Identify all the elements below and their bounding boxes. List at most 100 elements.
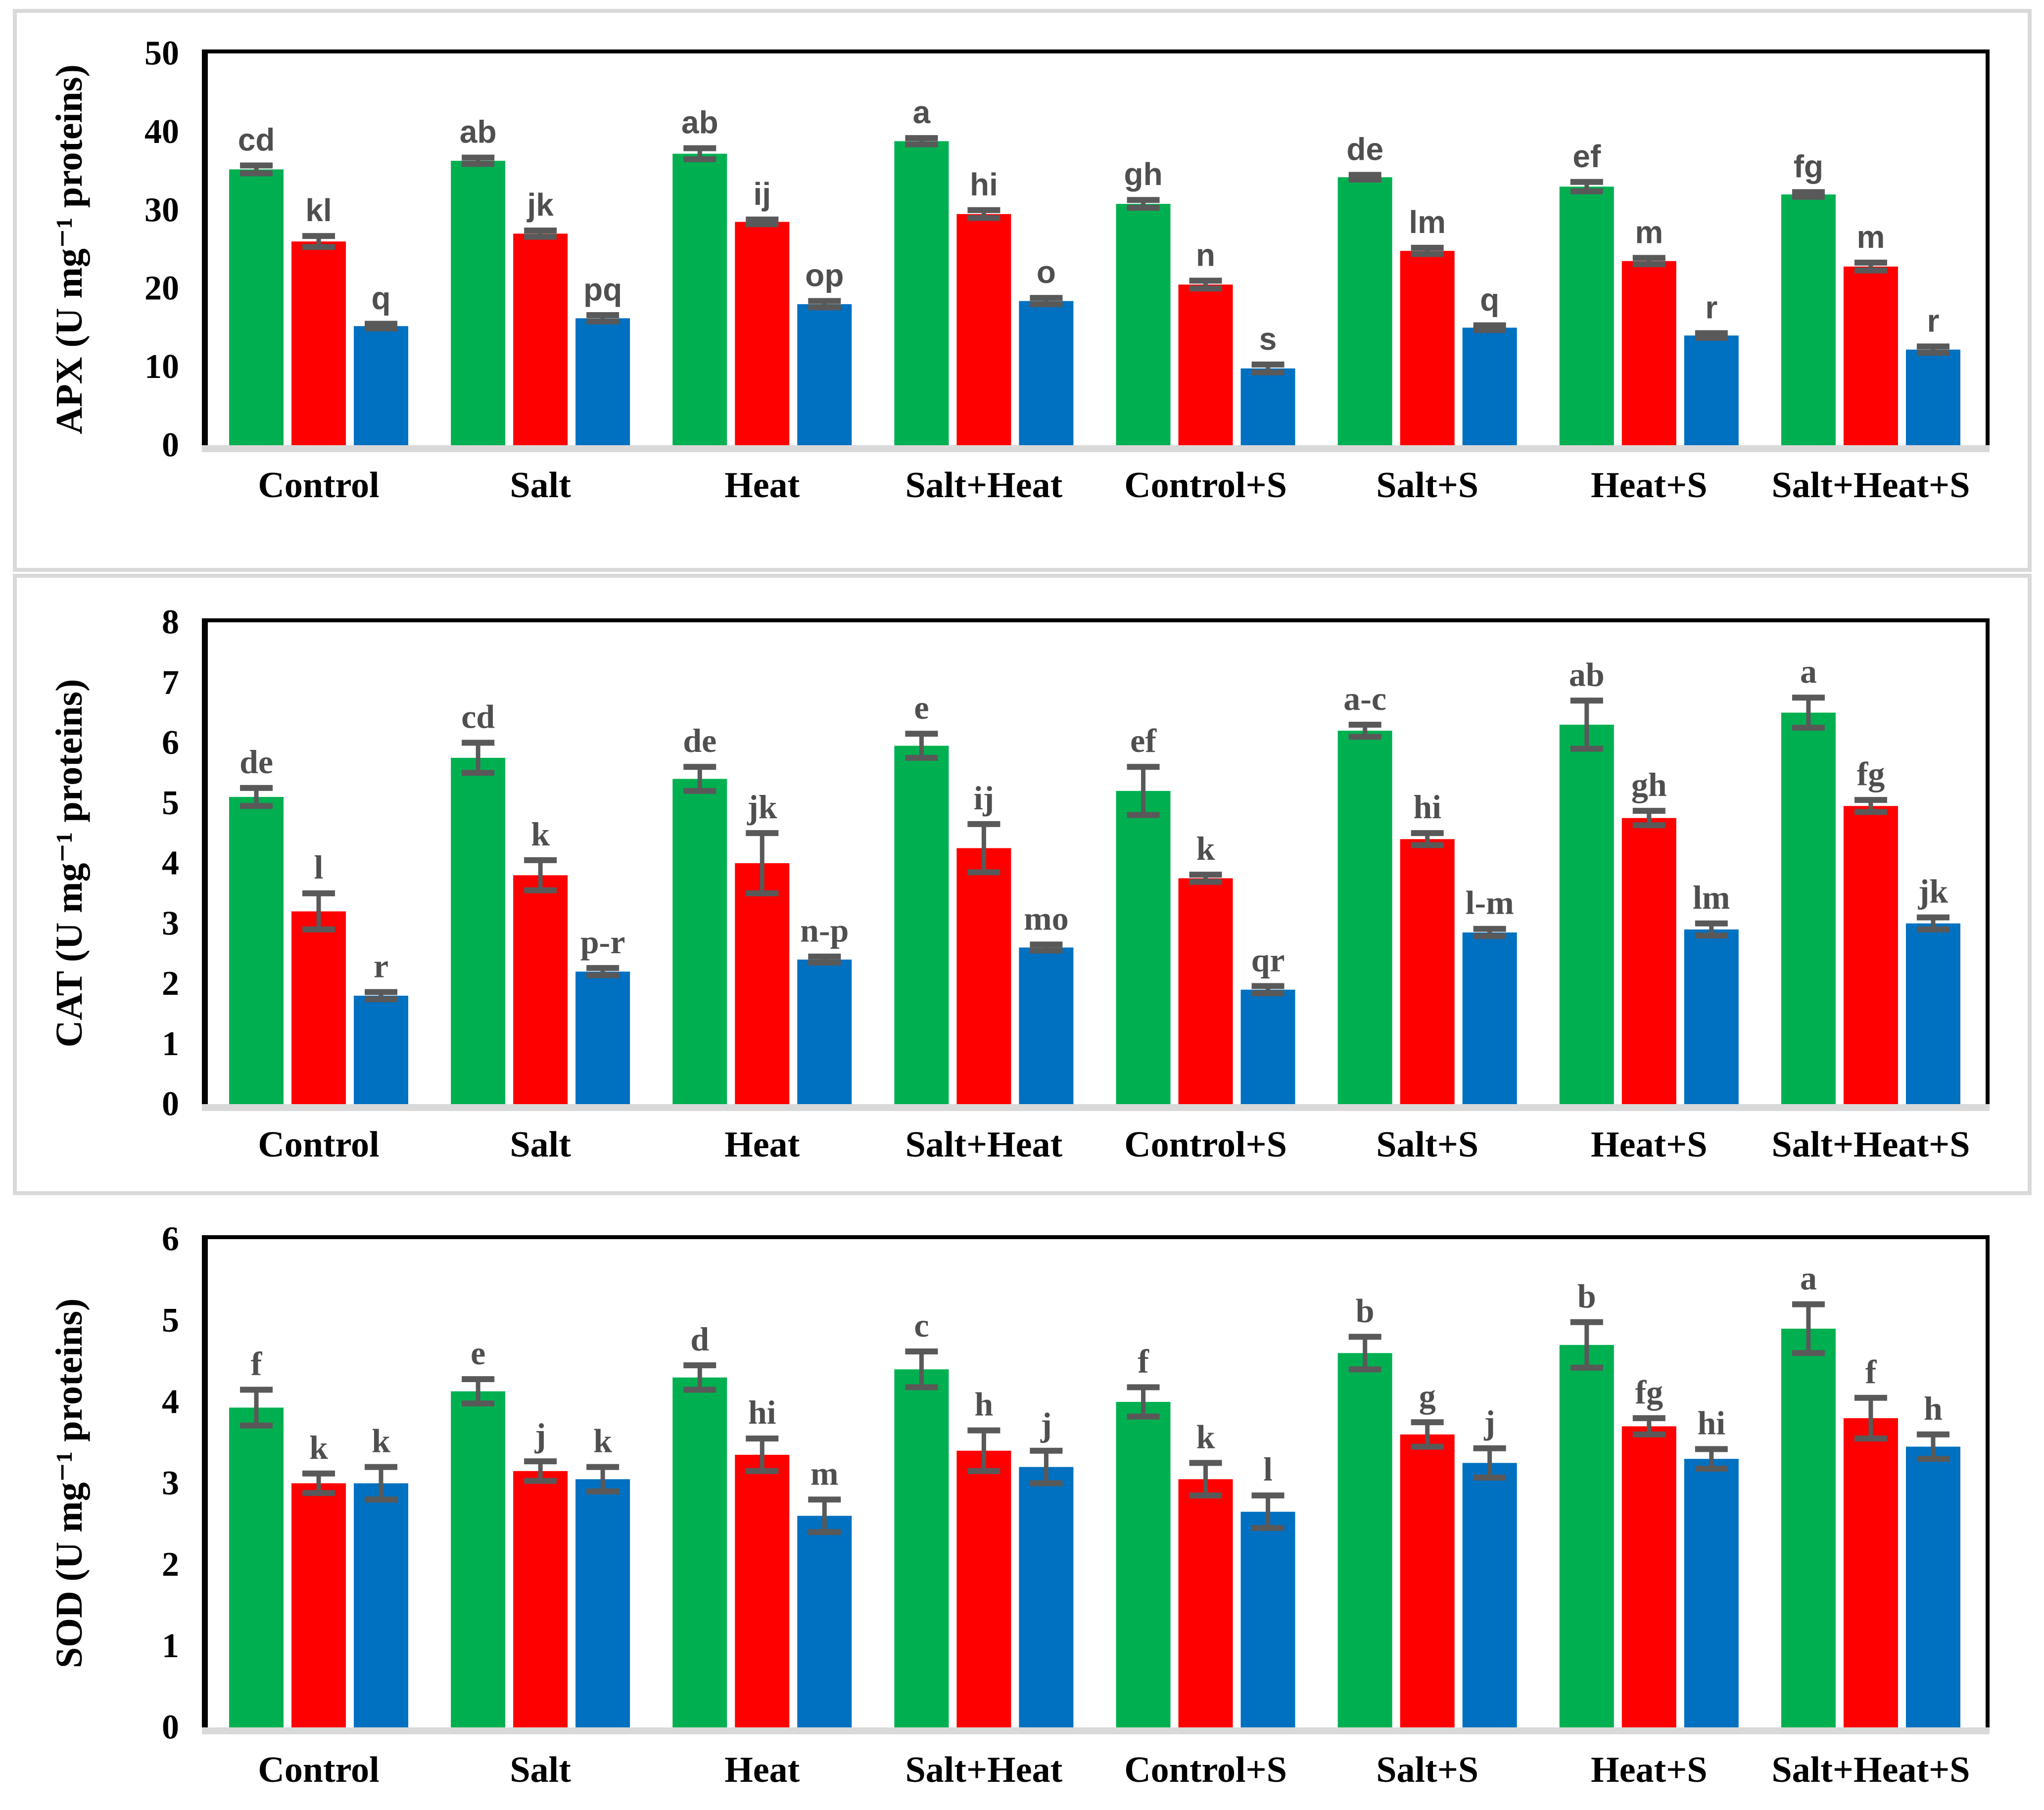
- significance-letter: a-c: [1343, 680, 1386, 717]
- y-axis-title: SOD (U mg⁻¹ proteins): [48, 1299, 90, 1669]
- significance-letter: n-p: [800, 912, 849, 949]
- significance-letter: ab: [681, 105, 718, 140]
- category-label: Control: [258, 1750, 379, 1790]
- category-label: Heat+S: [1591, 1750, 1707, 1790]
- significance-letter: op: [805, 258, 844, 293]
- significance-letter: k: [309, 1429, 328, 1466]
- plot-top-border: [202, 618, 1990, 622]
- significance-letter: j: [534, 1416, 546, 1454]
- y-tick-label: 0: [162, 1709, 179, 1747]
- x-axis-line: [202, 445, 1990, 452]
- significance-letter: kl: [305, 192, 332, 228]
- category-label: Salt+Heat+S: [1771, 1124, 1970, 1165]
- bar-red: [956, 214, 1011, 445]
- bar-red: [513, 875, 568, 1104]
- category-label: Heat: [724, 1750, 800, 1790]
- bar-blue: [1019, 1467, 1074, 1727]
- y-tick-label: 6: [162, 1220, 179, 1258]
- significance-letter: k: [593, 1422, 612, 1460]
- y-tick-label: 20: [144, 270, 179, 308]
- significance-letter: m: [1856, 219, 1885, 255]
- significance-letter: n: [1196, 237, 1215, 273]
- significance-letter: q: [372, 280, 391, 316]
- bar-red: [291, 1483, 346, 1727]
- y-tick-label: 30: [144, 191, 179, 229]
- bar-green: [1116, 1402, 1171, 1727]
- bar-blue: [797, 304, 852, 445]
- significance-letter: mo: [1024, 899, 1069, 937]
- significance-letter: b: [1577, 1277, 1596, 1315]
- bar-green: [1559, 186, 1614, 445]
- y-tick-label: 3: [162, 1464, 179, 1502]
- category-label: Salt+Heat+S: [1771, 1750, 1970, 1790]
- bar-red: [1400, 251, 1455, 445]
- significance-letter: ab: [1569, 655, 1605, 693]
- bar-green: [1337, 177, 1392, 446]
- bar-blue: [354, 326, 409, 445]
- bar-red: [1400, 839, 1455, 1104]
- significance-letter: gh: [1124, 156, 1162, 192]
- bar-red: [1843, 1418, 1898, 1727]
- y-tick-label: 6: [162, 724, 179, 762]
- bar-red: [1843, 266, 1898, 445]
- bar-green: [229, 1407, 284, 1727]
- bar-green: [451, 1391, 506, 1727]
- significance-letter: de: [1346, 132, 1383, 167]
- significance-letter: cd: [238, 122, 275, 158]
- significance-letter: pq: [583, 272, 622, 307]
- bar-green: [672, 1377, 727, 1727]
- bar-green: [1116, 790, 1171, 1104]
- y-axis-line: [202, 618, 208, 1104]
- category-label: Heat: [724, 1124, 800, 1165]
- category-label: Salt+S: [1376, 1124, 1478, 1165]
- bar-green: [1337, 731, 1392, 1104]
- bar-red: [1178, 878, 1233, 1104]
- category-label: Salt+S: [1376, 1750, 1478, 1790]
- significance-letter: fg: [1635, 1373, 1663, 1411]
- significance-letter: q: [1480, 282, 1499, 318]
- category-label: Salt: [510, 465, 571, 506]
- bar-green: [1559, 724, 1614, 1104]
- significance-letter: jk: [1918, 873, 1949, 910]
- bar-blue: [1684, 929, 1739, 1104]
- significance-letter: l: [1263, 1450, 1273, 1488]
- significance-letter: m: [810, 1454, 839, 1492]
- significance-letter: j: [1040, 1406, 1052, 1443]
- significance-letter: f: [1865, 1353, 1877, 1391]
- plot-right-border: [1986, 1235, 1990, 1727]
- bar-blue: [797, 1516, 852, 1727]
- bar-green: [672, 153, 727, 445]
- category-label: Salt+Heat+S: [1771, 465, 1970, 506]
- bar-green: [1781, 194, 1836, 445]
- significance-letter: c: [914, 1306, 929, 1344]
- bar-red: [1621, 1426, 1676, 1727]
- bar-blue: [575, 1479, 630, 1727]
- category-label: Salt+Heat: [905, 1124, 1063, 1165]
- y-tick-label: 0: [162, 1085, 179, 1123]
- significance-letter: lm: [1409, 204, 1446, 240]
- bar-blue: [1905, 1446, 1960, 1727]
- bar-green: [1781, 1328, 1836, 1727]
- category-label: Salt+S: [1376, 465, 1478, 506]
- significance-letter: k: [372, 1422, 390, 1460]
- significance-letter: ij: [754, 176, 771, 212]
- bar-red: [291, 241, 346, 445]
- y-axis-line: [202, 49, 208, 445]
- bar-blue: [1462, 932, 1517, 1104]
- bar-green: [672, 779, 727, 1104]
- plot-top-border: [202, 49, 1990, 53]
- category-label: Control+S: [1124, 1124, 1287, 1165]
- plot-right-border: [1986, 618, 1990, 1104]
- significance-letter: b: [1356, 1292, 1375, 1329]
- category-label: Salt: [510, 1124, 571, 1165]
- bar-blue: [1240, 1512, 1295, 1727]
- bar-green: [229, 797, 284, 1104]
- y-axis-line: [202, 1235, 208, 1727]
- significance-letter: de: [683, 722, 716, 759]
- y-tick-label: 50: [144, 35, 179, 73]
- significance-letter: f: [251, 1345, 263, 1382]
- bar-blue: [575, 318, 630, 445]
- significance-letter: h: [975, 1386, 994, 1423]
- bar-blue: [1905, 923, 1960, 1104]
